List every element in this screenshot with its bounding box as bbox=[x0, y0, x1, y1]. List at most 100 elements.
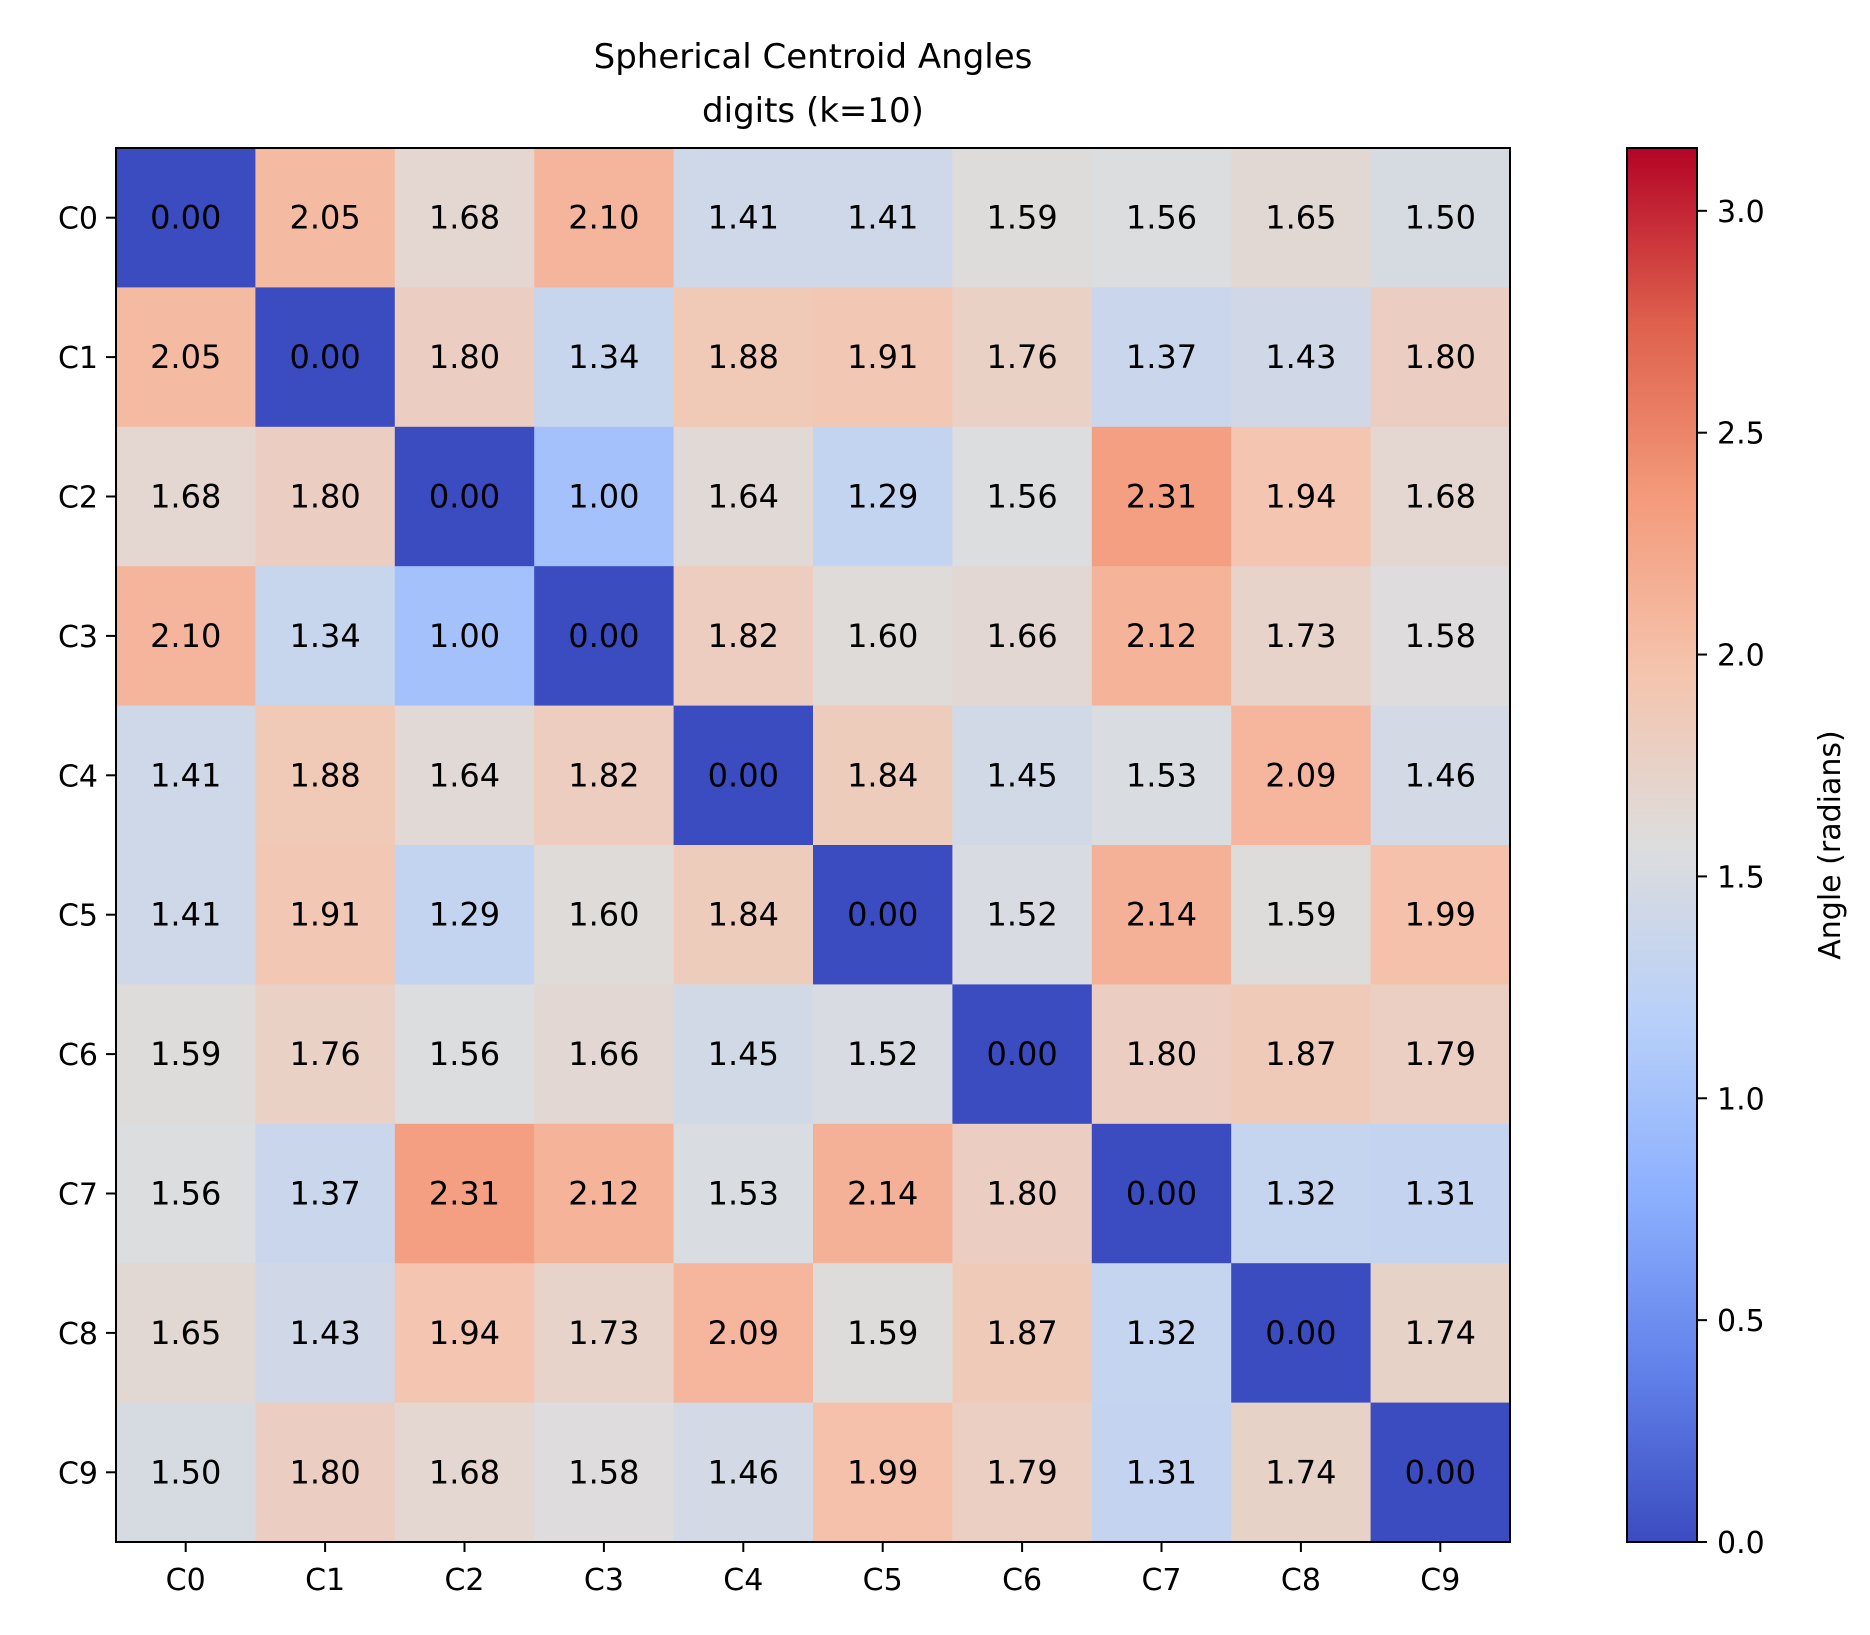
cell-value-label: 1.74 bbox=[1265, 1453, 1336, 1491]
cell-value-label: 1.59 bbox=[150, 1035, 221, 1073]
heatmap-cell bbox=[116, 984, 256, 1125]
x-tick-label: C3 bbox=[584, 1563, 624, 1598]
cell-value-label: 2.10 bbox=[150, 617, 221, 655]
y-tick-label: C4 bbox=[58, 759, 98, 794]
cell-value-label: 1.84 bbox=[847, 756, 918, 794]
cell-value-label: 1.41 bbox=[150, 756, 221, 794]
heatmap-cell bbox=[1370, 1123, 1511, 1264]
x-tick-label: C4 bbox=[723, 1563, 763, 1598]
colorbar-label: Angle (radians) bbox=[1813, 730, 1848, 959]
cell-value-label: 1.76 bbox=[986, 338, 1057, 376]
cell-value-label: 2.31 bbox=[1126, 478, 1197, 516]
heatmap-cell bbox=[1091, 1402, 1232, 1543]
chart-title: Spherical Centroid Angles bbox=[594, 37, 1033, 77]
cell-value-label: 1.88 bbox=[708, 338, 779, 376]
heatmap-cell bbox=[116, 705, 256, 846]
heatmap-cell bbox=[534, 705, 675, 846]
cell-value-label: 0.00 bbox=[1265, 1314, 1336, 1352]
heatmap-cell bbox=[394, 426, 535, 567]
heatmap-cell bbox=[394, 1402, 535, 1543]
cell-value-label: 1.84 bbox=[708, 896, 779, 934]
cell-value-label: 1.82 bbox=[568, 756, 639, 794]
y-tick-label: C1 bbox=[58, 341, 98, 376]
heatmap-cell bbox=[116, 287, 256, 428]
heatmap-cell bbox=[673, 1402, 814, 1543]
heatmap-cell bbox=[673, 287, 814, 428]
cell-value-label: 1.29 bbox=[429, 896, 500, 934]
heatmap-cell bbox=[1091, 426, 1232, 567]
colorbar-tick-label: 1.5 bbox=[1717, 860, 1765, 895]
heatmap-cell bbox=[1091, 566, 1232, 707]
heatmap-cell bbox=[952, 148, 1093, 288]
heatmap-cell bbox=[1231, 984, 1372, 1125]
heatmap-cell bbox=[1370, 148, 1511, 288]
cell-value-label: 2.09 bbox=[708, 1314, 779, 1352]
heatmap-cell bbox=[952, 287, 1093, 428]
heatmap-cell bbox=[1370, 705, 1511, 846]
cell-value-label: 1.76 bbox=[289, 1035, 360, 1073]
heatmap-cell bbox=[116, 1402, 256, 1543]
cell-value-label: 2.31 bbox=[429, 1175, 500, 1213]
heatmap-cell bbox=[1370, 566, 1511, 707]
cell-value-label: 1.32 bbox=[1126, 1314, 1197, 1352]
heatmap-cell bbox=[952, 566, 1093, 707]
heatmap-cell bbox=[1231, 705, 1372, 846]
cell-value-label: 1.00 bbox=[429, 617, 500, 655]
heatmap-cell bbox=[255, 1263, 396, 1404]
colorbar-axis: 0.0 0.5 1.0 1.5 2.0 2.5 3.0 bbox=[1697, 195, 1765, 1561]
cell-value-label: 1.65 bbox=[150, 1314, 221, 1352]
heatmap-cell bbox=[1231, 148, 1372, 288]
heatmap-cell bbox=[813, 566, 953, 707]
heatmap-cell bbox=[1091, 984, 1232, 1125]
heatmap-cell bbox=[813, 1402, 953, 1543]
heatmap-cell bbox=[673, 1263, 814, 1404]
cell-value-label: 1.45 bbox=[986, 756, 1057, 794]
colorbar-tick-label: 2.0 bbox=[1717, 639, 1765, 674]
heatmap-cell bbox=[1231, 566, 1372, 707]
cell-value-label: 1.31 bbox=[1405, 1175, 1476, 1213]
y-tick-label: C8 bbox=[58, 1317, 98, 1352]
heatmap-cell bbox=[534, 984, 675, 1125]
heatmap-cell bbox=[534, 566, 675, 707]
cell-value-label: 1.79 bbox=[986, 1453, 1057, 1491]
cell-value-label: 1.41 bbox=[708, 199, 779, 237]
heatmap-cell bbox=[813, 1123, 953, 1264]
heatmap-cell bbox=[813, 426, 953, 567]
heatmap-cell bbox=[1091, 845, 1232, 985]
cell-value-label: 1.34 bbox=[289, 617, 360, 655]
heatmap-cell bbox=[534, 426, 675, 567]
heatmap-cell bbox=[255, 705, 396, 846]
cell-value-label: 0.00 bbox=[847, 896, 918, 934]
cell-value-label: 1.73 bbox=[1265, 617, 1336, 655]
cell-value-label: 1.64 bbox=[708, 478, 779, 516]
heatmap-cell bbox=[534, 1123, 675, 1264]
x-axis: C0 C1 C2 C3 C4 C5 C6 C7 C8 C9 bbox=[166, 1542, 1460, 1598]
y-tick-label: C5 bbox=[58, 899, 98, 934]
cell-value-label: 1.53 bbox=[1126, 756, 1197, 794]
cell-value-label: 1.59 bbox=[986, 199, 1057, 237]
heatmap-cell bbox=[813, 148, 953, 288]
heatmap-cell bbox=[116, 566, 256, 707]
cell-value-label: 1.64 bbox=[429, 756, 500, 794]
colorbar-tick-label: 2.5 bbox=[1717, 417, 1765, 452]
heatmap-cell bbox=[394, 845, 535, 985]
heatmap-cell bbox=[1370, 426, 1511, 567]
heatmap-cell bbox=[952, 426, 1093, 567]
cell-value-label: 0.00 bbox=[568, 617, 639, 655]
heatmap-cell bbox=[1091, 1263, 1232, 1404]
y-tick-label: C7 bbox=[58, 1178, 98, 1213]
heatmap-frame bbox=[115, 147, 1511, 1543]
cell-value-label: 1.87 bbox=[986, 1314, 1057, 1352]
heatmap-cell bbox=[673, 845, 814, 985]
heatmap-cell bbox=[255, 1123, 396, 1264]
cell-value-label: 1.66 bbox=[986, 617, 1057, 655]
heatmap-cell bbox=[255, 148, 396, 288]
cell-value-label: 1.88 bbox=[289, 756, 360, 794]
cell-value-label: 1.41 bbox=[847, 199, 918, 237]
heatmap-cell bbox=[116, 1123, 256, 1264]
y-axis: C0 C1 C2 C3 C4 C5 C6 C7 C8 C9 bbox=[58, 202, 116, 1491]
heatmap-cell bbox=[952, 705, 1093, 846]
heatmap-cell bbox=[813, 287, 953, 428]
heatmap-cell bbox=[255, 566, 396, 707]
heatmap-cell bbox=[673, 148, 814, 288]
